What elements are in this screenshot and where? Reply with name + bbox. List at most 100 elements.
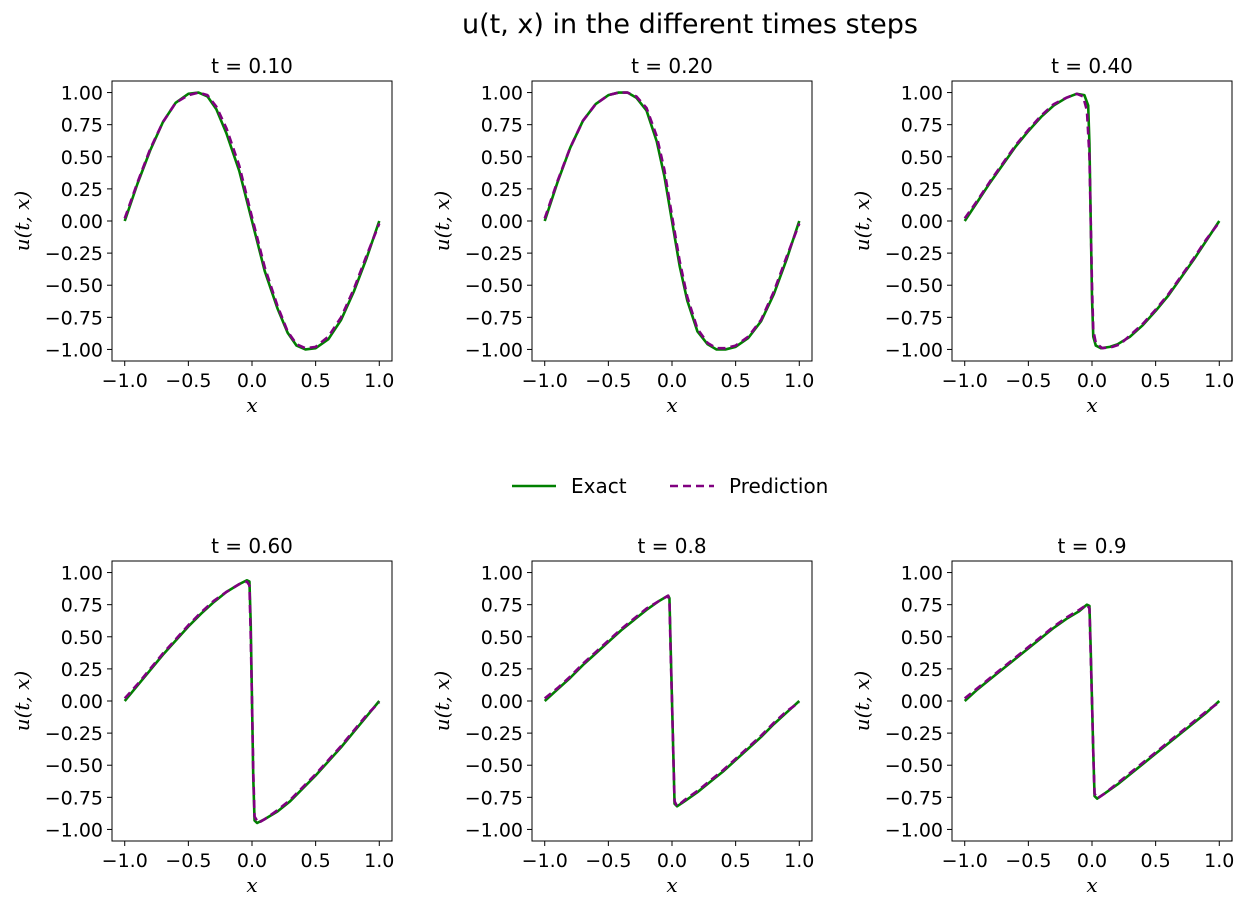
series-group <box>543 91 801 351</box>
subplot-3: −1.0 −0.5 0.0 0.5 1.0 1.00 0.75 0.50 0.25 0.00 −0.… <box>850 54 1234 417</box>
y-tick-label: 0.50 <box>481 627 523 649</box>
y-tick-label: 1.00 <box>901 83 943 105</box>
y-tick-label: 1.00 <box>901 563 943 585</box>
y-tick-label: −1.00 <box>465 819 523 841</box>
y-tick-label: 0.25 <box>901 179 943 201</box>
y-tick-label: 0.50 <box>61 147 103 169</box>
y-tick-label: 0.50 <box>481 147 523 169</box>
y-tick-label: 0.75 <box>901 115 943 137</box>
y-tick-label: −0.50 <box>885 755 943 777</box>
y-axis-label: u(t, x) <box>10 191 34 252</box>
subplot-title: t = 0.8 <box>637 534 706 558</box>
y-tick-label: 0.25 <box>61 659 103 681</box>
y-tick-label: 0.75 <box>481 115 523 137</box>
y-tick-label: −1.00 <box>45 819 103 841</box>
y-tick-label: −1.00 <box>45 339 103 361</box>
x-tick-label: 0.5 <box>1141 370 1171 392</box>
y-tick-label: −0.75 <box>885 307 943 329</box>
series-line-prediction <box>543 91 801 350</box>
y-tick-label: 0.75 <box>481 595 523 617</box>
y-tick-label: 0.25 <box>901 659 943 681</box>
y-tick-label: −0.75 <box>45 787 103 809</box>
y-tick-label: −0.75 <box>45 307 103 329</box>
y-tick-label: 0.75 <box>61 595 103 617</box>
y-tick-label: 1.00 <box>61 83 103 105</box>
x-tick-label: 0.5 <box>301 370 331 392</box>
x-tick-label: 1.0 <box>1204 370 1234 392</box>
y-tick-label: −0.50 <box>465 275 523 297</box>
x-tick-label: −0.5 <box>165 370 211 392</box>
x-tick-label: 0.0 <box>1077 370 1107 392</box>
series-line-prediction <box>543 594 801 808</box>
y-tick-label: −0.25 <box>885 243 943 265</box>
x-tick-label: 1.0 <box>364 850 394 872</box>
y-tick-label: 0.00 <box>481 691 523 713</box>
subplot-title: t = 0.60 <box>211 534 293 558</box>
x-tick-label: −1.0 <box>102 370 148 392</box>
x-axis-label: x <box>1086 393 1097 417</box>
y-tick-label: −1.00 <box>885 339 943 361</box>
y-axis-label: u(t, x) <box>850 671 874 732</box>
y-tick-label: −0.25 <box>465 723 523 745</box>
legend: Exact Prediction <box>512 474 828 498</box>
x-tick-label: 0.5 <box>721 370 751 392</box>
x-axis-label: x <box>1086 873 1097 897</box>
x-tick-label: −0.5 <box>585 850 631 872</box>
y-tick-label: 0.25 <box>481 179 523 201</box>
y-tick-label: −0.75 <box>885 787 943 809</box>
y-tick-label: −0.25 <box>45 243 103 265</box>
x-axis-label: x <box>246 393 257 417</box>
series-line-prediction <box>963 92 1221 350</box>
x-tick-label: 0.0 <box>1077 850 1107 872</box>
y-tick-label: 1.00 <box>61 563 103 585</box>
x-tick-label: −1.0 <box>522 370 568 392</box>
series-group <box>123 91 381 351</box>
subplot-title: t = 0.10 <box>211 54 293 78</box>
series-line-prediction <box>123 91 381 350</box>
y-axis-label: u(t, x) <box>430 191 454 252</box>
x-tick-label: 1.0 <box>784 370 814 392</box>
subplot-6: −1.0 −0.5 0.0 0.5 1.0 1.00 0.75 0.50 0.25 0.00 −0.… <box>850 534 1234 897</box>
y-tick-label: 0.75 <box>61 115 103 137</box>
subplot-title: t = 0.20 <box>631 54 713 78</box>
y-tick-label: −0.25 <box>885 723 943 745</box>
x-tick-label: −1.0 <box>102 850 148 872</box>
x-tick-label: 0.5 <box>301 850 331 872</box>
y-tick-label: 0.25 <box>61 179 103 201</box>
y-tick-label: 0.25 <box>481 659 523 681</box>
y-axis-label: u(t, x) <box>430 671 454 732</box>
x-tick-label: 0.0 <box>237 370 267 392</box>
series-group <box>963 603 1221 800</box>
y-tick-label: 0.00 <box>481 211 523 233</box>
x-tick-label: 0.0 <box>657 850 687 872</box>
y-tick-label: −1.00 <box>465 339 523 361</box>
subplot-5: −1.0 −0.5 0.0 0.5 1.0 1.00 0.75 0.50 0.25 0.00 −0.… <box>430 534 814 897</box>
x-tick-label: −0.5 <box>585 370 631 392</box>
subplot-4: −1.0 −0.5 0.0 0.5 1.0 1.00 0.75 0.50 0.25 0.00 −0.… <box>10 534 394 897</box>
y-tick-label: 0.50 <box>61 627 103 649</box>
x-tick-label: −1.0 <box>942 850 988 872</box>
series-line-prediction <box>123 580 381 825</box>
x-tick-label: 1.0 <box>364 370 394 392</box>
x-axis-label: x <box>666 873 677 897</box>
x-tick-label: −1.0 <box>942 370 988 392</box>
x-tick-label: −0.5 <box>165 850 211 872</box>
y-tick-label: 1.00 <box>481 83 523 105</box>
x-tick-label: 0.0 <box>237 850 267 872</box>
x-tick-label: −1.0 <box>522 850 568 872</box>
y-tick-label: 0.50 <box>901 627 943 649</box>
y-tick-label: −0.25 <box>45 723 103 745</box>
x-tick-label: 1.0 <box>1204 850 1234 872</box>
y-tick-label: −0.75 <box>465 307 523 329</box>
series-group <box>963 92 1221 350</box>
y-tick-label: 0.00 <box>61 691 103 713</box>
y-tick-label: 0.00 <box>901 211 943 233</box>
y-tick-label: 0.00 <box>61 211 103 233</box>
legend-label-prediction: Prediction <box>729 474 828 498</box>
x-tick-label: 1.0 <box>784 850 814 872</box>
figure-title: u(t, x) in the different times steps <box>462 9 918 40</box>
legend-label-exact: Exact <box>571 474 627 498</box>
y-tick-label: −0.50 <box>45 755 103 777</box>
series-group <box>543 594 801 808</box>
subplot-grid: −1.0 −0.5 0.0 0.5 1.0 1.00 0.75 0.50 0.25 0.00 −0.… <box>10 54 1234 897</box>
